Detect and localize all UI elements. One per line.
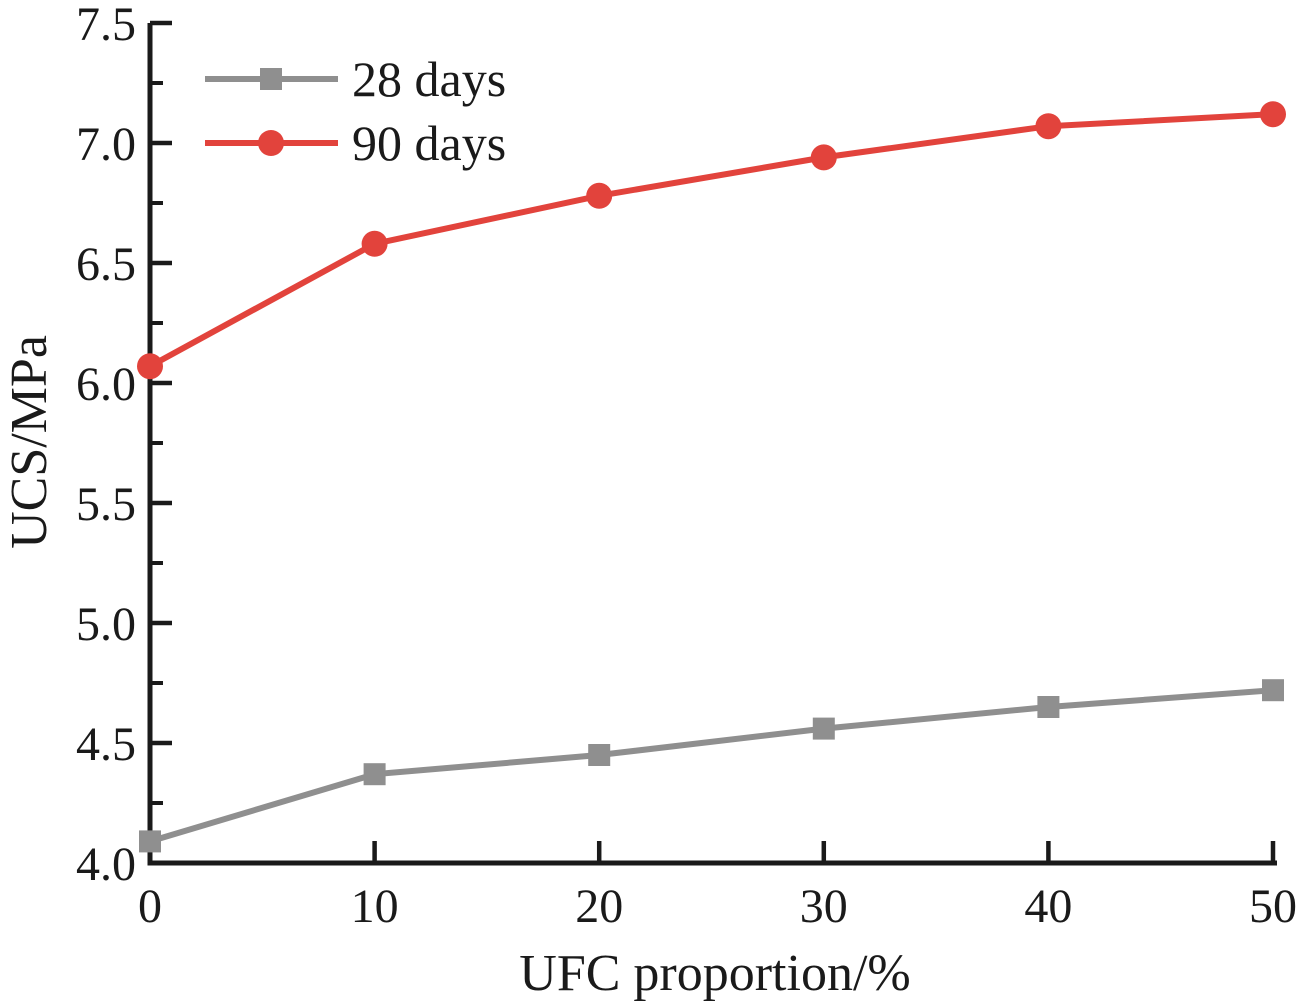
data-point-square-marker	[812, 717, 835, 740]
series-line-0	[149, 687, 1274, 845]
data-point-square-marker	[1037, 696, 1060, 718]
series-line-1	[148, 111, 1274, 369]
data-point-square-marker	[363, 763, 386, 786]
x-tick-label: 10	[351, 880, 399, 933]
data-point-square-marker	[139, 830, 161, 853]
legend-label: 28 days	[352, 51, 506, 107]
data-point-circle-marker	[137, 353, 163, 380]
data-point-circle-marker	[586, 182, 613, 209]
data-point-square-marker	[1262, 679, 1284, 702]
legend-square-marker-icon	[260, 68, 282, 90]
x-tick-label: 20	[575, 880, 623, 933]
legend-label: 90 days	[352, 115, 506, 171]
data-point-circle-marker	[810, 144, 837, 171]
y-tick-label: 7.0	[76, 118, 136, 171]
y-tick-label: 7.5	[76, 0, 136, 51]
y-tick-label: 4.0	[76, 838, 136, 891]
x-tick-label: 30	[800, 880, 848, 933]
data-point-square-marker	[588, 744, 611, 766]
y-tick-label: 6.5	[76, 238, 136, 291]
data-point-circle-marker	[361, 230, 388, 257]
y-axis-title: UCS/MPa	[1, 335, 58, 549]
y-tick-label: 5.0	[76, 598, 136, 651]
x-tick-label: 40	[1024, 880, 1072, 933]
axes-spines	[147, 23, 1277, 866]
legend-circle-marker-icon	[258, 130, 284, 156]
x-tick-label: 0	[138, 880, 162, 933]
data-point-circle-marker	[1260, 101, 1286, 128]
x-tick-label: 50	[1249, 880, 1297, 933]
data-point-circle-marker	[1035, 113, 1062, 140]
x-axis-title: UFC proportion/%	[519, 945, 910, 1002]
y-tick-label: 4.5	[76, 718, 136, 771]
y-tick-label: 6.0	[76, 358, 136, 411]
y-tick-label: 5.5	[76, 478, 136, 531]
